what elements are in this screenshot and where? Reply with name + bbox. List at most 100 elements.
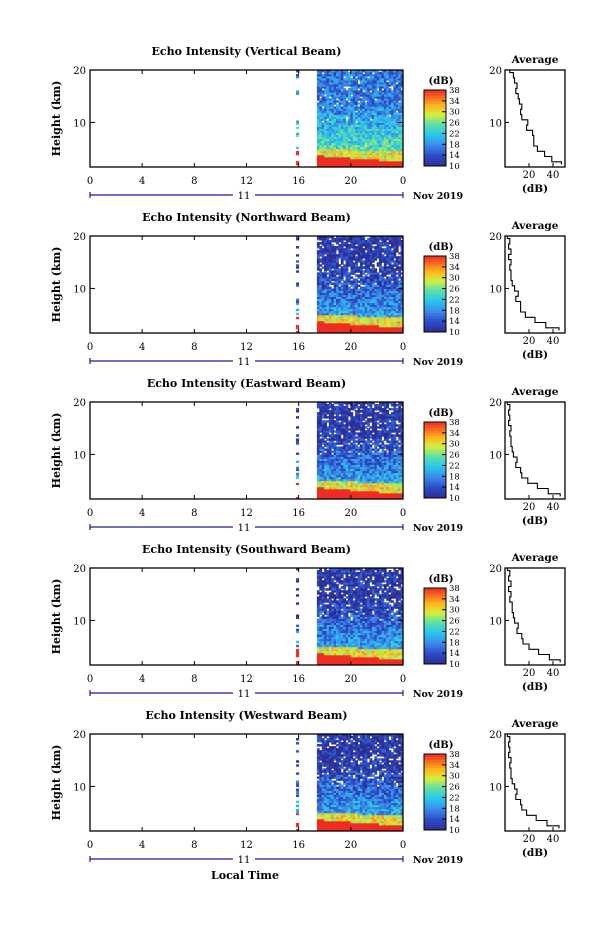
heatmap-cell	[374, 316, 378, 320]
heatmap-cell	[348, 286, 351, 289]
heatmap-cell	[362, 414, 366, 417]
heatmap-cell	[331, 310, 335, 314]
heatmap-cell	[359, 84, 363, 87]
heatmap-cell	[345, 246, 349, 249]
heatmap-cell	[359, 406, 363, 409]
heatmap-cell	[296, 416, 300, 419]
heatmap-cell	[355, 142, 358, 146]
heatmap-cell	[340, 158, 344, 162]
heatmap-cell	[359, 476, 363, 480]
heatmap-cell	[340, 248, 344, 251]
heatmap-cell	[359, 72, 363, 75]
heatmap-cell	[383, 308, 387, 312]
heatmap-cell	[326, 106, 330, 109]
heatmap-cell	[333, 300, 337, 304]
heatmap-cell	[328, 412, 332, 415]
heatmap-cell	[333, 298, 337, 302]
heatmap-cell	[391, 80, 394, 83]
heatmap-cell	[369, 256, 373, 259]
heatmap-cell	[379, 164, 382, 168]
heatmap-cell	[340, 88, 344, 91]
heatmap-cell	[362, 418, 366, 421]
heatmap-cell	[324, 154, 327, 158]
heatmap-cell	[388, 162, 392, 166]
heatmap-cell	[316, 330, 320, 334]
heatmap-cell	[333, 262, 337, 265]
heatmap-cell	[383, 154, 387, 158]
heatmap-cell	[391, 154, 394, 158]
heatmap-cell	[352, 460, 356, 464]
heatmap-cell	[395, 488, 399, 492]
heatmap-cell	[386, 304, 390, 308]
heatmap-cell	[333, 294, 337, 298]
heatmap-cell	[367, 268, 370, 271]
heatmap-cell	[386, 286, 390, 289]
heatmap-cell	[345, 254, 349, 257]
heatmap-cell	[348, 440, 351, 443]
heatmap-cell	[359, 444, 363, 447]
heatmap-cell	[321, 138, 325, 142]
heatmap-cell	[355, 144, 358, 148]
heatmap-cell	[364, 70, 368, 73]
heatmap-cell	[364, 476, 368, 480]
heatmap-cell	[340, 300, 344, 304]
heatmap-cell	[374, 276, 378, 279]
x-tick-label: 0	[400, 176, 406, 187]
colorbar-segment	[424, 329, 446, 333]
heatmap-cell	[345, 406, 349, 409]
heatmap-cell	[355, 320, 358, 324]
heatmap-cell	[395, 496, 399, 500]
heatmap-cell	[383, 242, 387, 245]
heatmap-cell	[355, 248, 358, 251]
heatmap-cell	[388, 256, 392, 259]
heatmap-cell	[343, 448, 347, 451]
heatmap-cell	[371, 428, 375, 431]
heatmap-cell	[364, 102, 368, 105]
heatmap-cell	[352, 486, 356, 490]
heatmap-cell	[367, 408, 370, 411]
heatmap-cell	[352, 106, 356, 109]
heatmap-cell	[364, 80, 368, 83]
heatmap-cell	[371, 116, 375, 119]
heatmap-cell	[333, 468, 337, 472]
heatmap-cell	[355, 494, 358, 498]
heatmap-cell	[386, 156, 390, 160]
heatmap-cell	[338, 70, 342, 73]
heatmap-cell	[331, 288, 335, 291]
heatmap-cell	[340, 326, 344, 330]
heatmap-cell	[328, 128, 332, 132]
heatmap-cell	[381, 242, 385, 245]
heatmap-cell	[381, 288, 385, 291]
heatmap-cell	[324, 118, 327, 121]
heatmap-cell	[355, 432, 358, 435]
heatmap-cell	[321, 436, 325, 439]
heatmap-cell	[350, 124, 354, 127]
heatmap-cell	[350, 96, 354, 99]
heatmap-cell	[398, 298, 402, 302]
heatmap-cell	[367, 422, 370, 425]
heatmap-cell	[350, 150, 354, 154]
heatmap-cell	[319, 408, 323, 411]
heatmap-cell	[343, 314, 347, 318]
heatmap-cell	[340, 426, 344, 429]
heatmap-cell	[391, 134, 394, 138]
heatmap-cell	[362, 280, 366, 283]
heatmap-cell	[352, 440, 356, 443]
heatmap-cell	[388, 264, 392, 267]
heatmap-cell	[352, 404, 356, 407]
heatmap-cell	[381, 316, 385, 320]
colorbar-tick-label: 18	[449, 140, 460, 150]
heatmap-cell	[326, 146, 330, 150]
heatmap-cell	[319, 418, 323, 421]
heatmap-cell	[398, 302, 402, 306]
heatmap-cell	[328, 124, 332, 127]
heatmap-cell	[362, 302, 366, 306]
heatmap-cell	[348, 258, 351, 261]
heatmap-cell	[324, 136, 327, 140]
heatmap-cell	[374, 242, 378, 245]
heatmap-cell	[324, 448, 327, 451]
heatmap-cell	[331, 318, 335, 322]
heatmap-cell	[379, 138, 382, 142]
heatmap-cell	[359, 450, 363, 453]
heatmap-cell	[333, 402, 337, 405]
